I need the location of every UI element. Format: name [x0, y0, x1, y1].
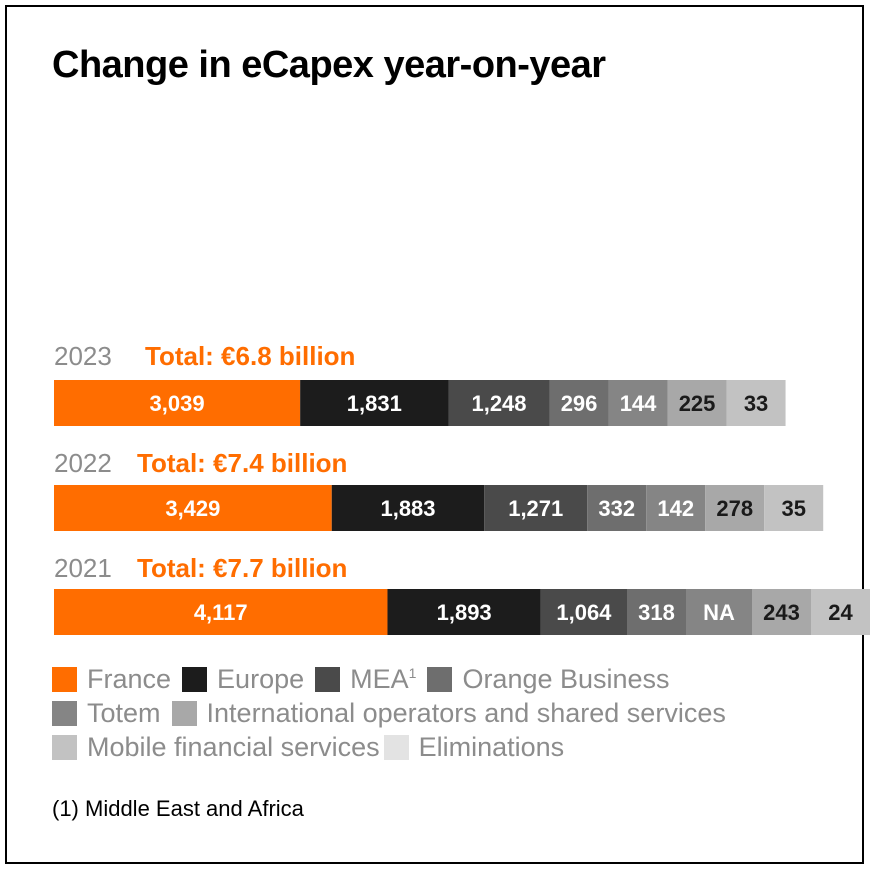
total-label: Total: €7.4 billion	[137, 448, 347, 478]
legend-item-mea: MEA1	[315, 664, 416, 695]
legend-label-mobile-financial-services: Mobile financial services	[87, 731, 380, 762]
bar-segment	[387, 589, 541, 635]
bar-value-label: 1,831	[347, 391, 402, 416]
total-label: Total: €7.7 billion	[137, 553, 347, 583]
bar-segment	[667, 380, 727, 426]
year-label: 2023	[54, 341, 112, 371]
bar-value-label: 332	[598, 496, 635, 521]
legend-swatch-totem	[52, 700, 77, 726]
legend-footnote-marker: 1	[408, 664, 417, 681]
legend-row: France Europe MEA1 Orange Business	[52, 662, 842, 696]
bar-segment	[331, 485, 485, 531]
bar-segment	[626, 589, 686, 635]
bar-segment	[484, 485, 588, 531]
year-label: 2021	[54, 553, 112, 583]
chart-title: Change in eCapex year-on-year	[52, 44, 606, 86]
bar-value-label: 3,039	[150, 391, 205, 416]
bar-segment	[646, 485, 706, 531]
legend-item-france: France	[52, 664, 171, 695]
bar-segment	[54, 380, 301, 426]
bar-value-label: 1,248	[471, 391, 526, 416]
legend-label-mea: MEA1	[350, 664, 416, 695]
legend-swatch-mobile-financial-services	[52, 734, 77, 760]
bar-value-label: 3,429	[165, 496, 220, 521]
bar-segment	[587, 485, 647, 531]
bar-segment	[540, 589, 627, 635]
legend-item-international-operators: International operators and shared servi…	[171, 697, 726, 729]
legend-item-mobile-financial-services: Mobile financial services	[52, 732, 380, 763]
legend-swatch-mea	[315, 666, 341, 692]
bar-value-label: 278	[716, 496, 753, 521]
bar-segment	[810, 589, 870, 635]
bar-value-label: 318	[638, 600, 675, 625]
legend-swatch-orange-business	[427, 666, 453, 692]
legend-label-totem: Totem	[87, 697, 161, 728]
bar-segment	[705, 485, 765, 531]
legend-row: Mobile financial services Eliminations	[52, 730, 842, 764]
bar-value-label: 144	[620, 391, 657, 416]
bar-segment	[549, 380, 609, 426]
bar-value-label: 24	[828, 600, 853, 625]
bar-segment	[54, 485, 332, 531]
bar-value-label: 243	[763, 600, 800, 625]
bar-value-label: 1,271	[508, 496, 563, 521]
bar-value-label: 296	[561, 391, 598, 416]
bar-value-label: 142	[657, 496, 694, 521]
bar-segment	[54, 589, 388, 635]
footnote: (1) Middle East and Africa	[52, 796, 304, 821]
chart-legend: France Europe MEA1 Orange Business Totem…	[52, 662, 842, 764]
legend-label-mea-text: MEA	[350, 663, 409, 694]
bar-segment	[448, 380, 550, 426]
bar-segment	[685, 589, 752, 635]
bar-segment	[300, 380, 449, 426]
legend-label-france: France	[87, 663, 172, 694]
bar-segment	[764, 485, 824, 531]
legend-item-orange-business: Orange Business	[427, 663, 670, 695]
stacked-bar-chart: 2023 Total: €6.8 billion 3,039 1,831 1,248 29…	[54, 341, 870, 635]
legend-row: Totem International operators and shared…	[52, 696, 842, 730]
bar-segment	[726, 380, 786, 426]
legend-label-international-operators: International operators and shared servi…	[206, 697, 726, 728]
bar-value-label: 1,893	[437, 600, 492, 625]
legend-swatch-europe	[182, 666, 208, 692]
total-label: Total: €6.8 billion	[145, 341, 355, 371]
bar-value-label: 1,883	[380, 496, 435, 521]
bar-value-label: 4,117	[194, 600, 248, 625]
legend-swatch-international-operators	[171, 700, 197, 726]
year-label: 2022	[54, 448, 112, 478]
legend-label-europe: Europe	[217, 663, 305, 694]
bar-value-label: 35	[781, 496, 805, 521]
bar-segment	[608, 380, 668, 426]
bar-value-label: NA	[703, 600, 735, 625]
legend-swatch-eliminations	[383, 734, 409, 760]
bar-value-label: 33	[744, 391, 768, 416]
chart-frame	[5, 5, 864, 864]
bar-segment	[751, 589, 811, 635]
legend-item-totem: Totem	[52, 698, 161, 729]
legend-item-europe: Europe	[182, 664, 304, 695]
legend-label-orange-business: Orange Business	[462, 663, 670, 694]
legend-label-eliminations: Eliminations	[418, 731, 565, 762]
bar-value-label: 1,064	[556, 600, 612, 625]
bar-value-label: 225	[679, 391, 716, 416]
legend-item-eliminations: Eliminations	[383, 731, 565, 763]
legend-swatch-france	[52, 666, 77, 692]
